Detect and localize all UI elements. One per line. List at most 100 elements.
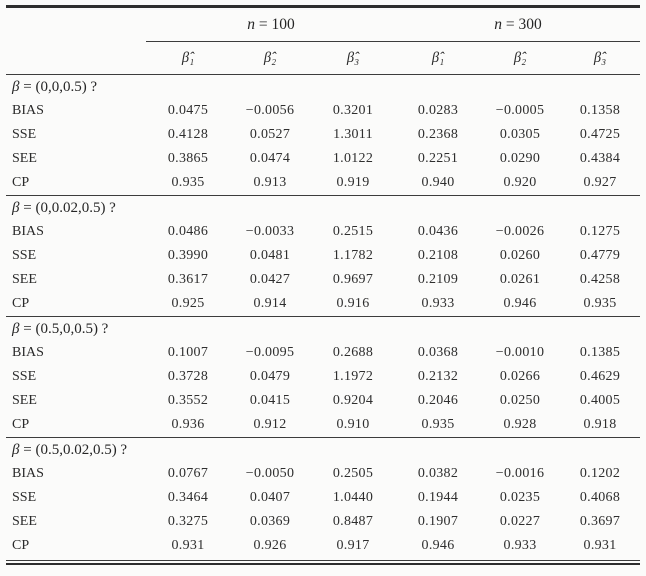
value-cell: 0.928 — [503, 417, 537, 432]
row-label: SEE — [12, 393, 37, 408]
value-cell: 0.0427 — [249, 272, 291, 287]
table-row: SEE 0.3552 0.0415 0.9204 0.2046 0.0250 0… — [6, 389, 640, 413]
stub-cell — [6, 41, 146, 75]
value-cell: 0.940 — [421, 175, 455, 190]
value-cell: 0.0486 — [167, 224, 209, 239]
value-cell: 0.931 — [583, 538, 617, 553]
value-cell: 0.9697 — [332, 272, 374, 287]
value-cell: 0.0767 — [167, 466, 209, 481]
value-cell: 0.2505 — [332, 466, 374, 481]
group-header-row: β = (0.5,0.02,0.5) ? — [6, 437, 641, 462]
value-cell: 0.0283 — [417, 103, 459, 118]
table-row: BIAS 0.0486 −0.0033 0.2515 0.0436 −0.002… — [6, 220, 640, 244]
value-cell: 0.4068 — [579, 490, 621, 505]
table-row: CP 0.931 0.926 0.917 0.946 0.933 0.931 — [6, 534, 640, 560]
value-cell: 0.1385 — [579, 345, 621, 360]
beta-vector: = (0.5,0.02,0.5) ? — [19, 441, 128, 458]
value-cell: 0.0235 — [499, 490, 541, 505]
value-cell: 0.0260 — [499, 248, 541, 263]
value-cell: 0.920 — [503, 175, 537, 190]
value-cell: 0.0479 — [249, 369, 291, 384]
value-cell: 0.4384 — [579, 151, 621, 166]
value-cell: 0.2515 — [332, 224, 374, 239]
row-label: SSE — [12, 369, 37, 384]
table-row: SSE 0.3464 0.0407 1.0440 0.1944 0.0235 0… — [6, 486, 640, 510]
value-cell: 0.935 — [583, 296, 617, 311]
value-cell: −0.0056 — [245, 103, 295, 118]
table-top-rule — [6, 5, 640, 8]
value-cell: 0.0250 — [499, 393, 541, 408]
beta-symbol: β — [12, 199, 20, 216]
beta-vector: = (0,0.02,0.5) ? — [19, 199, 116, 216]
beta-symbol: β — [12, 78, 20, 95]
col-header-beta1-n300: β̂₁ — [396, 41, 481, 75]
value-cell: 0.0369 — [249, 514, 291, 529]
value-cell: 0.0382 — [417, 466, 459, 481]
sample-size-header-row: n = 100 n = 300 — [6, 8, 641, 42]
value-cell: 0.946 — [503, 296, 537, 311]
value-cell: 1.1972 — [332, 369, 374, 384]
value-cell: 0.0527 — [249, 127, 291, 142]
value-cell: 0.918 — [583, 417, 617, 432]
row-label: BIAS — [12, 103, 44, 118]
value-cell: 0.2109 — [417, 272, 459, 287]
row-label: CP — [12, 296, 30, 311]
value-cell: 0.1944 — [417, 490, 459, 505]
row-label: SSE — [12, 127, 37, 142]
value-cell: 0.0407 — [249, 490, 291, 505]
value-cell: 0.0436 — [417, 224, 459, 239]
beta-symbol: β — [12, 441, 20, 458]
table-row: BIAS 0.0767 −0.0050 0.2505 0.0382 −0.001… — [6, 462, 640, 486]
table-row: CP 0.935 0.913 0.919 0.940 0.920 0.927 — [6, 171, 640, 196]
beta-vector: = (0,0,0.5) ? — [19, 78, 98, 95]
beta-symbol: β — [12, 320, 20, 337]
table-row: CP 0.925 0.914 0.916 0.933 0.946 0.935 — [6, 292, 640, 317]
row-label: CP — [12, 175, 30, 190]
group-label: β = (0,0,0.5) ? — [6, 75, 640, 100]
value-cell: 0.935 — [421, 417, 455, 432]
value-cell: 0.0475 — [167, 103, 209, 118]
value-cell: 0.1358 — [579, 103, 621, 118]
value-cell: 0.3697 — [579, 514, 621, 529]
table-row: CP 0.936 0.912 0.910 0.935 0.928 0.918 — [6, 413, 640, 438]
value-cell: 0.4005 — [579, 393, 621, 408]
value-cell: 0.0474 — [249, 151, 291, 166]
n300-value: = 300 — [502, 15, 542, 33]
col-header-beta2-n100: β̂₂ — [230, 41, 310, 75]
value-cell: 0.0305 — [499, 127, 541, 142]
value-cell: −0.0033 — [245, 224, 295, 239]
stub-cell — [6, 8, 146, 42]
row-label: CP — [12, 417, 30, 432]
n100-value: = 100 — [255, 15, 295, 33]
group-header-row: β = (0,0.02,0.5) ? — [6, 195, 641, 220]
value-cell: 0.4128 — [167, 127, 209, 142]
value-cell: −0.0095 — [245, 345, 295, 360]
value-cell: −0.0050 — [245, 466, 295, 481]
value-cell: 0.3617 — [167, 272, 209, 287]
value-cell: 0.2368 — [417, 127, 459, 142]
value-cell: 0.0415 — [249, 393, 291, 408]
value-cell: 0.3865 — [167, 151, 209, 166]
row-label: SEE — [12, 272, 37, 287]
value-cell: 0.933 — [503, 538, 537, 553]
value-cell: 0.0290 — [499, 151, 541, 166]
value-cell: 0.0368 — [417, 345, 459, 360]
value-cell: 0.0227 — [499, 514, 541, 529]
value-cell: 0.914 — [253, 296, 287, 311]
value-cell: 0.3464 — [167, 490, 209, 505]
table-row: SEE 0.3275 0.0369 0.8487 0.1907 0.0227 0… — [6, 510, 640, 534]
value-cell: −0.0010 — [495, 345, 545, 360]
row-label: BIAS — [12, 224, 44, 239]
col-header-n100: n = 100 — [146, 8, 397, 42]
table-row: SSE 0.3990 0.0481 1.1782 0.2108 0.0260 0… — [6, 244, 640, 268]
value-cell: 0.0266 — [499, 369, 541, 384]
col-header-n300: n = 300 — [396, 8, 641, 42]
col-header-beta3-n100: β̂₃ — [310, 41, 397, 75]
value-cell: 0.935 — [171, 175, 205, 190]
value-cell: 0.2132 — [417, 369, 459, 384]
simulation-results-table: n = 100 n = 300 β̂₁ β̂₂ β̂₃ β̂₁ β̂₂ β̂₃ … — [6, 8, 641, 560]
value-cell: 0.4258 — [579, 272, 621, 287]
value-cell: 0.910 — [336, 417, 370, 432]
value-cell: 0.3201 — [332, 103, 374, 118]
value-cell: 0.913 — [253, 175, 287, 190]
